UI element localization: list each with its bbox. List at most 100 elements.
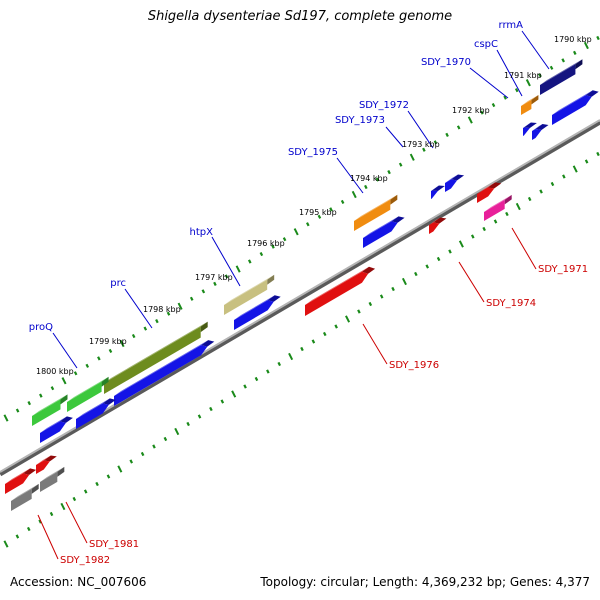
label-sdy1975: SDY_1975: [288, 147, 338, 158]
gene-sdy1972: [445, 174, 465, 192]
tick-mark: [357, 309, 361, 314]
kbp-label: 1796 kbp: [247, 239, 285, 248]
tick-mark: [72, 496, 77, 502]
gene-cds-leftmost-top: [40, 416, 67, 433]
gene-cds-sdy1970: [523, 122, 537, 136]
tick-mark: [254, 376, 259, 382]
gene-sdy1982-a-face: [36, 460, 50, 474]
tick-mark: [562, 174, 566, 179]
tick-mark: [231, 390, 237, 398]
gene-cds-cspC-top: [532, 124, 543, 131]
label-sdy1974-leader: [458, 261, 485, 303]
kbp-label: 1798 kbp: [143, 305, 181, 314]
label-htpX: htpX: [190, 227, 214, 238]
gene-htpX-face: [224, 279, 268, 315]
genome-axis: [0, 119, 600, 477]
gene-leftmost-top: [32, 394, 68, 416]
tick-mark: [266, 369, 270, 374]
tick-mark: [38, 519, 42, 524]
gene-cds-htpX: [234, 295, 281, 330]
tick-mark: [152, 444, 156, 449]
gene-cds-htpX-top: [234, 295, 275, 320]
tick-mark: [345, 315, 351, 323]
gene-cds-sdy1970-end: [523, 122, 537, 128]
gene-htpX: [224, 274, 275, 315]
gene-sdy1971-rna-end: [504, 194, 512, 205]
gene-sdy1982-a-end: [43, 455, 57, 462]
tick-mark: [414, 271, 418, 277]
gene-leftmost-face: [32, 399, 61, 426]
tick-mark: [527, 196, 532, 202]
gene-cds-sdy1975-end: [391, 216, 405, 223]
tick-mark: [525, 79, 531, 87]
gene-cds-rrmA-end: [585, 90, 599, 97]
tick-mark: [129, 459, 134, 464]
gene-cds-sdy1975-top: [363, 216, 399, 238]
tick-mark: [220, 399, 225, 404]
gene-cds-proQ-end: [102, 398, 116, 405]
tick-mark: [85, 363, 90, 368]
gene-sdy1972-top: [445, 174, 458, 183]
gene-leftmost-end: [60, 394, 68, 405]
gene-sdy1975-face: [354, 199, 391, 231]
gene-sdy1971-rna-face: [484, 199, 505, 221]
tick-mark: [401, 277, 407, 286]
gene-cds-prc-top: [114, 340, 209, 396]
gene-prc-end: [200, 321, 208, 333]
gene-htpX-top: [224, 274, 275, 305]
label-prc-leader: [124, 288, 153, 329]
gene-proQ-face: [67, 381, 102, 412]
tick-mark: [425, 264, 430, 269]
gene-rrmA: [540, 59, 583, 95]
tick-mark: [422, 147, 426, 152]
label-rrmA: rrmA: [499, 20, 524, 31]
genome-summary: Topology: circular; Length: 4,369,232 bp…: [260, 575, 590, 589]
label-proQ: proQ: [29, 322, 53, 333]
label-sdy1974: SDY_1974: [486, 298, 536, 309]
gene-cds-htpX-end: [267, 295, 281, 302]
tick-mark: [60, 502, 66, 511]
tick-mark: [583, 41, 589, 50]
tick-mark: [243, 384, 247, 389]
gene-sdy1973-end: [431, 185, 445, 191]
gene-cds-leftmost-end: [59, 416, 73, 423]
label-proQ-leader: [52, 332, 78, 369]
label-sdy1972-leader: [407, 110, 434, 149]
label-sdy1975-leader: [336, 157, 364, 194]
kbp-label: 1793 kbp: [402, 140, 440, 149]
gene-sdy1976-end: [362, 266, 376, 274]
gene-sdy1973: [431, 185, 445, 199]
tick-mark: [493, 219, 498, 224]
gene-htpX-end: [267, 274, 275, 285]
tick-mark: [97, 356, 101, 361]
gene-sdy1981-face: [5, 473, 30, 494]
gene-cds-cspC-end: [535, 124, 549, 130]
label-sdy1970-leader: [469, 67, 509, 99]
gene-sdy1981-b-face: [40, 471, 58, 492]
tick-mark: [317, 214, 322, 219]
label-rrmA-leader: [521, 30, 550, 70]
tick-mark: [561, 58, 565, 63]
tick-mark: [50, 386, 55, 391]
tick-mark: [271, 244, 275, 249]
kbp-label: 1791 kbp: [504, 71, 542, 80]
tick-mark: [131, 333, 136, 339]
gene-cds-proQ-face: [76, 403, 109, 429]
tick-mark: [329, 207, 333, 212]
gene-sdy1976: [305, 266, 376, 316]
gene-sdy1982-top: [11, 483, 39, 501]
tick-mark: [3, 540, 9, 548]
label-leaders: [37, 30, 550, 560]
tick-mark: [49, 511, 54, 517]
tick-mark: [209, 406, 213, 412]
gene-sdy1971-rna: [484, 194, 512, 221]
gene-sdy1981-end: [23, 468, 37, 475]
tick-mark: [293, 228, 299, 236]
tick-mark: [163, 436, 168, 442]
tick-mark: [108, 348, 113, 354]
tick-mark: [61, 377, 67, 385]
tick-mark: [491, 102, 496, 108]
gene-cds-proQ-top: [76, 398, 110, 419]
